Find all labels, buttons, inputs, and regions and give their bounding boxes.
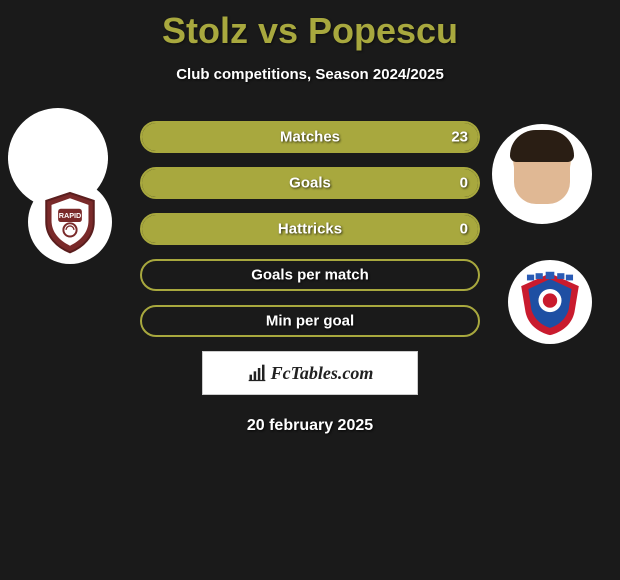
stat-fill-right <box>310 169 478 197</box>
page-title: Stolz vs Popescu <box>0 0 620 52</box>
stat-row: Goals 0 <box>140 167 480 199</box>
stat-label: Goals per match <box>251 267 369 284</box>
stats-container: Matches 23 Goals 0 Hattricks 0 Goals per match… <box>0 121 620 337</box>
date-label: 20 february 2025 <box>0 417 620 435</box>
stat-label: Goals <box>289 175 331 192</box>
stat-row: Goals per match <box>140 259 480 291</box>
stat-row: Min per goal <box>140 305 480 337</box>
stat-label: Matches <box>280 129 340 146</box>
stat-row: Hattricks 0 <box>140 213 480 245</box>
subtitle: Club competitions, Season 2024/2025 <box>0 66 620 83</box>
stat-value-right: 23 <box>451 129 468 146</box>
stat-row: Matches 23 <box>140 121 480 153</box>
bar-chart-icon <box>247 363 267 383</box>
stat-label: Hattricks <box>278 221 342 238</box>
brand-watermark[interactable]: FcTables.com <box>202 351 418 395</box>
brand-label: FcTables.com <box>271 363 374 384</box>
stat-fill-left <box>142 169 310 197</box>
stat-value-right: 0 <box>460 175 468 192</box>
stat-label: Min per goal <box>266 313 354 330</box>
stat-value-right: 0 <box>460 221 468 238</box>
